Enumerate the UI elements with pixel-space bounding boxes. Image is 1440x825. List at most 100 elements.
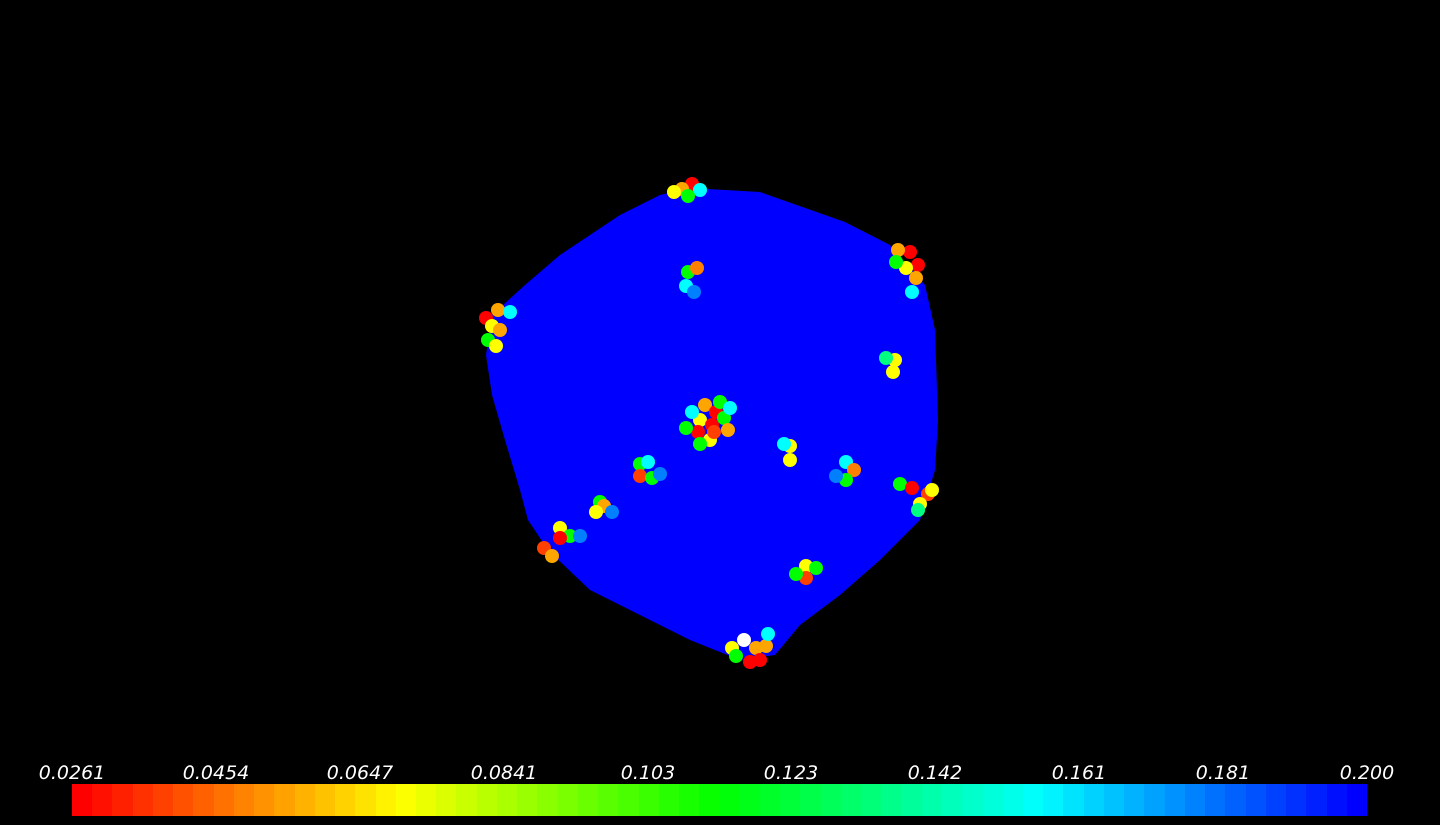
particle — [493, 323, 507, 337]
colorbar-segment — [1205, 784, 1226, 816]
particle — [783, 453, 797, 467]
particle — [721, 423, 735, 437]
particle — [829, 469, 843, 483]
particle — [589, 505, 603, 519]
colorbar-segment — [577, 784, 599, 816]
particle — [693, 437, 707, 451]
colorbar-tick-label: 0.0454 — [182, 762, 250, 784]
particle — [545, 549, 559, 563]
colorbar-segment — [840, 784, 862, 816]
colorbar-segment — [1184, 784, 1206, 816]
colorbar-segment — [1306, 784, 1327, 816]
particle-cluster-render[interactable] — [0, 0, 1440, 760]
particle — [893, 477, 907, 491]
colorbar-tick-label: 0.142 — [907, 762, 963, 784]
colorbar-segment — [638, 784, 659, 816]
colorbar-segment — [112, 784, 133, 816]
colorbar-segment — [1023, 784, 1044, 816]
colorbar-segment — [982, 784, 1003, 816]
particle — [553, 531, 567, 545]
particle — [903, 245, 917, 259]
colorbar-segment — [496, 784, 518, 816]
colorbar-segment — [658, 784, 680, 816]
colorbar-segment — [294, 784, 315, 816]
colorbar-segment — [1225, 784, 1246, 816]
particle — [809, 561, 823, 575]
particle — [691, 425, 705, 439]
colorbar-segment — [436, 784, 457, 816]
particle — [759, 639, 773, 653]
particle — [891, 243, 905, 257]
colorbar-segment — [820, 784, 841, 816]
particle — [633, 469, 647, 483]
particle — [789, 567, 803, 581]
particle — [879, 351, 893, 365]
colorbar-segment — [699, 784, 720, 816]
colorbar-segment — [375, 784, 396, 816]
colorbar-segment — [213, 784, 234, 816]
colorbar-segment — [618, 784, 639, 816]
colorbar-segment — [679, 784, 700, 816]
colorbar-segment — [861, 784, 882, 816]
colorbar-segment — [598, 784, 619, 816]
colorbar-gradient — [72, 784, 1367, 816]
particle — [690, 261, 704, 275]
colorbar-segment — [233, 784, 255, 816]
particle — [925, 483, 939, 497]
particle — [737, 633, 751, 647]
colorbar-segment — [456, 784, 477, 816]
colorbar-segment — [395, 784, 416, 816]
colorbar-segment — [557, 784, 578, 816]
colorbar-segment — [1245, 784, 1266, 816]
particle — [698, 398, 712, 412]
colorbar-tick-label: 0.0841 — [470, 762, 538, 784]
colored-particle-clusters — [479, 177, 939, 669]
colorbar-segment — [254, 784, 275, 816]
colorbar-tick-label: 0.0647 — [326, 762, 394, 784]
colorbar-tick-label: 0.123 — [763, 762, 819, 784]
particle — [553, 521, 567, 535]
colorbar-segment — [1346, 784, 1367, 816]
colorbar-segment — [881, 784, 902, 816]
particle — [753, 653, 767, 667]
particle — [729, 649, 743, 663]
particle — [687, 285, 701, 299]
colorbar-segment — [739, 784, 760, 816]
particle — [653, 467, 667, 481]
particle — [911, 503, 925, 517]
particle — [911, 258, 925, 272]
colorbar-tick-label: 0.161 — [1051, 762, 1107, 784]
particle — [641, 455, 655, 469]
colorbar-segment — [193, 784, 214, 816]
colorbar-legend: 0.0261 0.0454 0.0647 0.0841 0.103 0.123 … — [0, 756, 1440, 825]
particle — [693, 183, 707, 197]
particle — [905, 285, 919, 299]
colorbar-segment — [355, 784, 376, 816]
particle — [489, 339, 503, 353]
particle — [605, 505, 619, 519]
colorbar-segment — [780, 784, 801, 816]
colorbar-segment — [152, 784, 174, 816]
colorbar-segment — [1083, 784, 1104, 816]
colorbar-segment — [921, 784, 943, 816]
particle — [909, 271, 923, 285]
particle — [886, 365, 900, 379]
colorbar-segment — [314, 784, 336, 816]
colorbar-segment — [537, 784, 558, 816]
particle — [491, 303, 505, 317]
colorbar-segment — [759, 784, 781, 816]
colorbar-segment — [72, 784, 93, 816]
colorbar-segment — [517, 784, 538, 816]
colorbar-segment — [1103, 784, 1125, 816]
colorbar-tick-label: 0.103 — [620, 762, 676, 784]
colorbar-segment — [335, 784, 356, 816]
colorbar-segment — [92, 784, 113, 816]
particle — [889, 255, 903, 269]
particle — [573, 529, 587, 543]
particle — [667, 185, 681, 199]
colorbar-segment — [1002, 784, 1024, 816]
particle — [503, 305, 517, 319]
colorbar-segment — [415, 784, 437, 816]
particle — [761, 627, 775, 641]
